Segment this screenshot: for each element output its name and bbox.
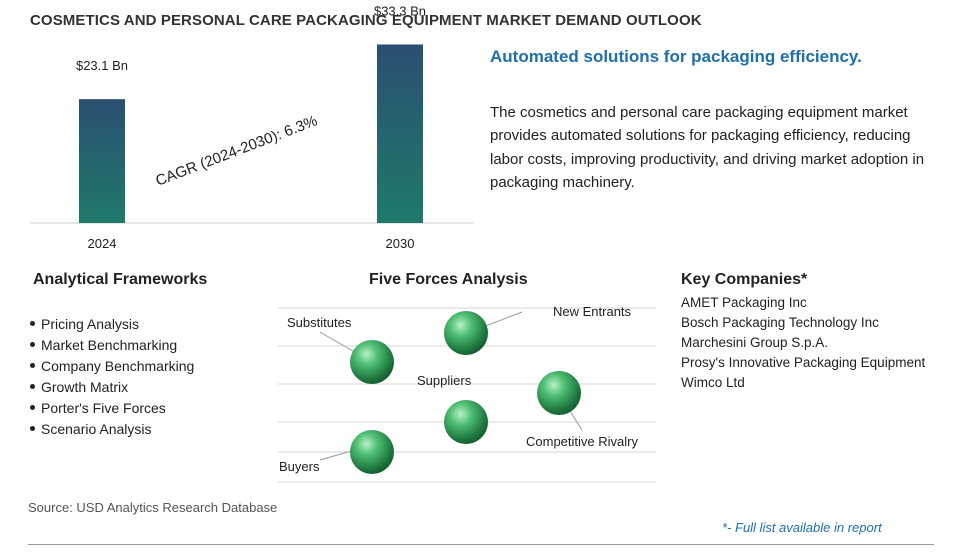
company-item: Wimco Ltd [681,375,745,390]
list-item: Market Benchmarking [30,335,194,356]
bullet-icon [30,341,35,347]
force-label-suppliers: Suppliers [417,373,472,388]
list-item: Company Benchmarking [30,356,194,377]
force-sphere-new-entrants [444,311,488,355]
force-sphere-suppliers [444,400,488,444]
companies-heading: Key Companies* [681,271,808,288]
bottom-divider [28,544,934,545]
list-item: Pricing Analysis [30,314,194,335]
bar-value-label: $23.1 Bn [76,58,128,73]
company-item: Marchesini Group S.p.A. [681,335,829,350]
bar-value-label: $33.3 Bn [374,3,426,18]
force-label-rivalry: Competitive Rivalry [526,434,638,449]
frameworks-list: Pricing Analysis Market Benchmarking Com… [30,314,194,440]
force-label-substitutes: Substitutes [287,315,352,330]
force-label-new-entrants: New Entrants [553,304,632,319]
bullet-icon [30,383,35,389]
x-tick-label: 2030 [386,236,415,251]
company-item: Prosy's Innovative Packaging Equipment [681,355,926,370]
market-subtitle: Automated solutions for packaging effici… [490,47,862,66]
force-sphere-rivalry [537,371,581,415]
force-sphere-buyers [350,430,394,474]
five-forces-heading: Five Forces Analysis [369,271,528,288]
force-sphere-substitutes [350,340,394,384]
cagr-annotation: CAGR (2024-2030): 6.3% [153,112,319,189]
bullet-icon [30,320,35,326]
footnote: *- Full list available in report [722,520,882,535]
bullet-icon [30,425,35,431]
bar-2024 [79,99,125,223]
bullet-icon [30,362,35,368]
page-title: COSMETICS AND PERSONAL CARE PACKAGING EQ… [30,12,702,29]
bar-chart: $23.1 Bn 2024 $33.3 Bn 2030 CAGR (2024-2030… [30,3,474,251]
list-item: Scenario Analysis [30,419,194,440]
market-description: The cosmetics and personal care packagin… [490,104,925,191]
frameworks-heading: Analytical Frameworks [33,271,208,288]
bar-2030 [377,44,423,223]
list-item: Growth Matrix [30,377,194,398]
bullet-icon [30,404,35,410]
list-item: Porter's Five Forces [30,398,194,419]
companies-list: AMET Packaging Inc Bosch Packaging Techn… [681,293,925,393]
five-forces-diagram: Substitutes New Entrants Suppliers Compe… [278,304,656,483]
force-label-buyers: Buyers [279,459,320,474]
x-tick-label: 2024 [88,236,117,251]
company-item: AMET Packaging Inc [681,295,807,310]
company-item: Bosch Packaging Technology Inc [681,315,879,330]
source-note: Source: USD Analytics Research Database [28,500,278,515]
